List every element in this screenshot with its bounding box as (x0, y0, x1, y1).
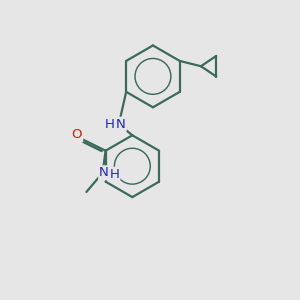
Text: O: O (72, 128, 82, 141)
Text: H: H (105, 118, 115, 131)
Text: H: H (110, 168, 119, 181)
Text: N: N (99, 166, 109, 179)
Text: N: N (116, 118, 126, 131)
